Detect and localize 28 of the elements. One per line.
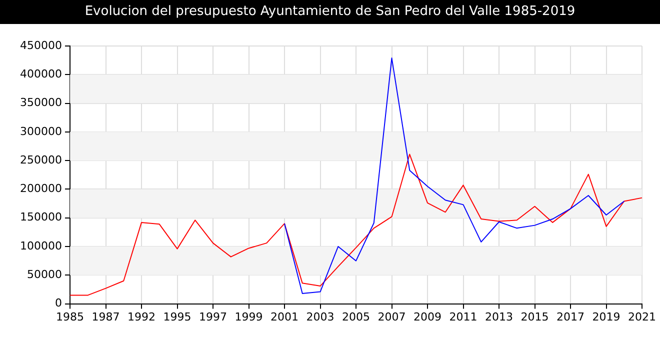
x-tick-label: 2013 — [485, 310, 513, 324]
y-tick-label: 100000 — [20, 239, 62, 252]
y-tick-label: 0 — [55, 296, 62, 310]
y-tick-label: 300000 — [20, 124, 62, 138]
x-tick-label: 2005 — [342, 310, 370, 324]
x-tick-label: 1999 — [234, 310, 263, 324]
x-tick-label: 1985 — [56, 310, 84, 324]
x-tick-label: 2021 — [628, 310, 656, 324]
x-tick-label: 2003 — [306, 310, 334, 324]
x-tick-label: 2019 — [592, 310, 620, 324]
x-tick-label: 1995 — [163, 310, 192, 324]
x-tick-label: 2001 — [270, 310, 298, 324]
y-tick-label: 150000 — [20, 210, 62, 224]
x-tick-label: 2015 — [520, 310, 549, 324]
chart-title: Evolucion del presupuesto Ayuntamiento de San Pedro del Valle 1985-2019 — [0, 0, 660, 24]
x-tick-label: 2011 — [449, 310, 478, 324]
x-tick-label: 2017 — [556, 310, 584, 324]
y-tick-label: 400000 — [20, 68, 62, 81]
x-tick-label: 1987 — [92, 310, 120, 324]
x-tick-label: 1997 — [199, 310, 227, 324]
y-tick-label: 250000 — [20, 153, 62, 166]
y-tick-label: 50000 — [27, 268, 62, 282]
x-tick-label: 2007 — [378, 310, 406, 324]
y-tick-label: 350000 — [20, 96, 62, 110]
y-tick-label: 200000 — [20, 182, 62, 196]
x-tick-label: 1992 — [128, 310, 156, 324]
y-tick-label: 450000 — [20, 38, 62, 52]
x-tick-label: 2009 — [414, 310, 442, 324]
